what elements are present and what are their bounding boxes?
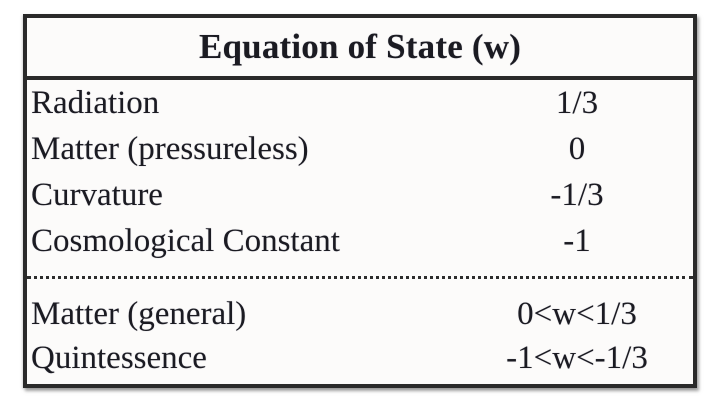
row-label: Cosmological Constant <box>31 222 340 259</box>
row-value: 1/3 <box>555 84 599 121</box>
table-group-ranges: Matter (general) 0<w<1/3 Quintessence -1<w<… <box>27 292 693 380</box>
row-label: Matter (pressureless) <box>31 130 309 167</box>
row-label: Quintessence <box>31 339 207 376</box>
row-value: -1<w<-1/3 <box>506 339 648 376</box>
row-label: Matter (general) <box>31 295 247 332</box>
dotted-divider <box>27 276 693 279</box>
row-value: 0 <box>568 130 586 167</box>
equation-of-state-table: Equation of State (w) Radiation 1/3 Matter… <box>23 14 697 388</box>
row-value: -1 <box>563 222 591 259</box>
table-group-exact-values: Radiation 1/3 Matter (pressureless) 0 Curvat… <box>27 80 693 264</box>
table-row: Matter (pressureless) 0 <box>27 126 693 172</box>
table-title: Equation of State (w) <box>198 27 522 66</box>
row-value: -1/3 <box>550 176 604 213</box>
table-header: Equation of State (w) <box>27 18 693 80</box>
row-label: Curvature <box>31 176 163 213</box>
table-row: Curvature -1/3 <box>27 172 693 218</box>
table-row: Radiation 1/3 <box>27 80 693 126</box>
table-row: Quintessence -1<w<-1/3 <box>27 336 693 380</box>
row-value: 0<w<1/3 <box>517 295 637 332</box>
table-row: Matter (general) 0<w<1/3 <box>27 292 693 336</box>
row-label: Radiation <box>31 84 160 121</box>
table-row: Cosmological Constant -1 <box>27 218 693 264</box>
